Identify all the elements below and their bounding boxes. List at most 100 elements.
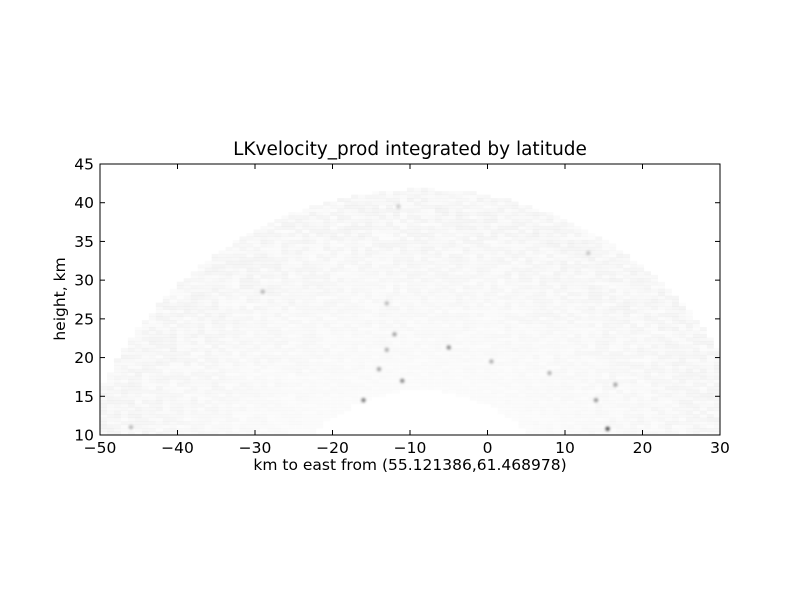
heatmap-cell bbox=[198, 414, 205, 418]
heatmap-cell bbox=[295, 313, 302, 317]
heatmap-cell bbox=[693, 365, 700, 369]
heatmap-cell bbox=[127, 347, 135, 352]
heatmap-cell bbox=[644, 393, 651, 397]
heatmap-cell bbox=[316, 229, 323, 233]
heatmap-cell bbox=[323, 236, 330, 240]
heatmap-cell bbox=[491, 355, 498, 359]
heatmap-cell bbox=[225, 260, 233, 265]
heatmap-cell bbox=[693, 376, 700, 380]
heatmap-cell bbox=[574, 358, 581, 362]
heatmap-cell bbox=[470, 341, 477, 345]
heatmap-cell bbox=[233, 310, 240, 314]
heatmap-cell bbox=[442, 306, 449, 310]
heatmap-cell bbox=[623, 351, 630, 355]
heatmap-cell bbox=[679, 341, 686, 345]
heatmap-cell bbox=[309, 341, 316, 345]
heatmap-cell bbox=[665, 428, 672, 432]
heatmap-cell bbox=[274, 355, 281, 359]
heatmap-cell bbox=[156, 327, 163, 331]
heatmap-cell bbox=[107, 376, 114, 380]
heatmap-cell bbox=[142, 324, 149, 328]
heatmap-cell bbox=[519, 292, 526, 296]
heatmap-cell bbox=[323, 407, 330, 411]
heatmap-cell bbox=[121, 358, 128, 362]
heatmap-cell bbox=[226, 330, 233, 334]
heatmap-cell bbox=[351, 324, 358, 328]
heatmap-cell bbox=[623, 330, 630, 334]
heatmap-cell bbox=[560, 393, 567, 397]
heatmap-cell bbox=[616, 351, 623, 355]
heatmap-cell bbox=[316, 271, 323, 275]
heatmap-cell bbox=[240, 379, 247, 383]
heatmap-cell bbox=[449, 195, 456, 199]
heatmap-cell bbox=[463, 236, 470, 240]
heatmap-cell bbox=[665, 327, 672, 331]
heatmap-cell bbox=[553, 285, 560, 289]
heatmap-cell bbox=[351, 397, 358, 401]
heatmap-cell bbox=[442, 379, 449, 383]
heatmap-cell bbox=[491, 379, 498, 383]
heatmap-cell bbox=[155, 337, 163, 342]
heatmap-cell bbox=[623, 379, 630, 383]
heatmap-cell bbox=[281, 379, 288, 383]
heatmap-cell bbox=[574, 397, 581, 401]
heatmap-cell bbox=[155, 330, 163, 335]
heatmap-cell bbox=[532, 393, 539, 397]
heatmap-cell bbox=[532, 254, 539, 258]
heatmap-cell bbox=[484, 379, 491, 383]
heatmap-cell bbox=[588, 275, 595, 279]
heatmap-cell bbox=[240, 425, 247, 429]
heatmap-cell bbox=[462, 246, 470, 251]
heatmap-cell bbox=[525, 393, 532, 397]
heatmap-cell bbox=[539, 219, 546, 223]
heatmap-cell bbox=[100, 397, 107, 401]
heatmap-cell bbox=[274, 320, 281, 324]
heatmap-cell bbox=[420, 218, 428, 223]
heatmap-cell bbox=[400, 285, 407, 289]
heatmap-cell bbox=[281, 330, 288, 334]
y-tick-label: 10 bbox=[74, 427, 94, 445]
heatmap-cell bbox=[637, 317, 644, 321]
heatmap-cell bbox=[574, 317, 581, 321]
heatmap-cell bbox=[623, 407, 630, 411]
heatmap-cell bbox=[142, 376, 149, 380]
heatmap-cell bbox=[156, 390, 163, 394]
heatmap-cell bbox=[302, 369, 309, 373]
heatmap-cell bbox=[560, 285, 567, 289]
heatmap-cell bbox=[302, 317, 309, 321]
heatmap-cell bbox=[442, 233, 449, 237]
heatmap-cell bbox=[519, 386, 526, 390]
heatmap-cell bbox=[386, 379, 393, 383]
heatmap-cell bbox=[330, 317, 337, 321]
heatmap-cell bbox=[623, 397, 630, 401]
heatmap-cell bbox=[539, 268, 546, 272]
heatmap-cell bbox=[553, 275, 560, 279]
heatmap-cell bbox=[609, 317, 616, 321]
heatmap-cell bbox=[651, 411, 658, 415]
heatmap-cell bbox=[309, 320, 316, 324]
heatmap-cell bbox=[463, 250, 470, 254]
heatmap-cell bbox=[700, 435, 707, 439]
heatmap-cell bbox=[344, 205, 352, 210]
heatmap-cell bbox=[623, 337, 630, 341]
heatmap-cell bbox=[288, 250, 295, 254]
heatmap-cell bbox=[246, 264, 253, 268]
heatmap-cell bbox=[177, 348, 184, 352]
heatmap-cell bbox=[372, 310, 379, 314]
heatmap-cell bbox=[393, 390, 400, 394]
heatmap-cell bbox=[484, 337, 491, 341]
heatmap-cell bbox=[323, 209, 330, 213]
heatmap-cell bbox=[519, 334, 526, 338]
heatmap-cell bbox=[219, 397, 226, 401]
heatmap-cell bbox=[309, 209, 316, 213]
heatmap-cell bbox=[484, 313, 491, 317]
heatmap-cell bbox=[421, 386, 428, 390]
heatmap-cell bbox=[156, 351, 163, 355]
heatmap-cell bbox=[644, 282, 651, 286]
heatmap-cell bbox=[142, 411, 149, 415]
heatmap-cell bbox=[546, 229, 553, 233]
heatmap-cell bbox=[505, 215, 512, 219]
heatmap-cell bbox=[309, 215, 316, 219]
heatmap-cell bbox=[463, 209, 470, 213]
heatmap-cell bbox=[421, 348, 428, 352]
